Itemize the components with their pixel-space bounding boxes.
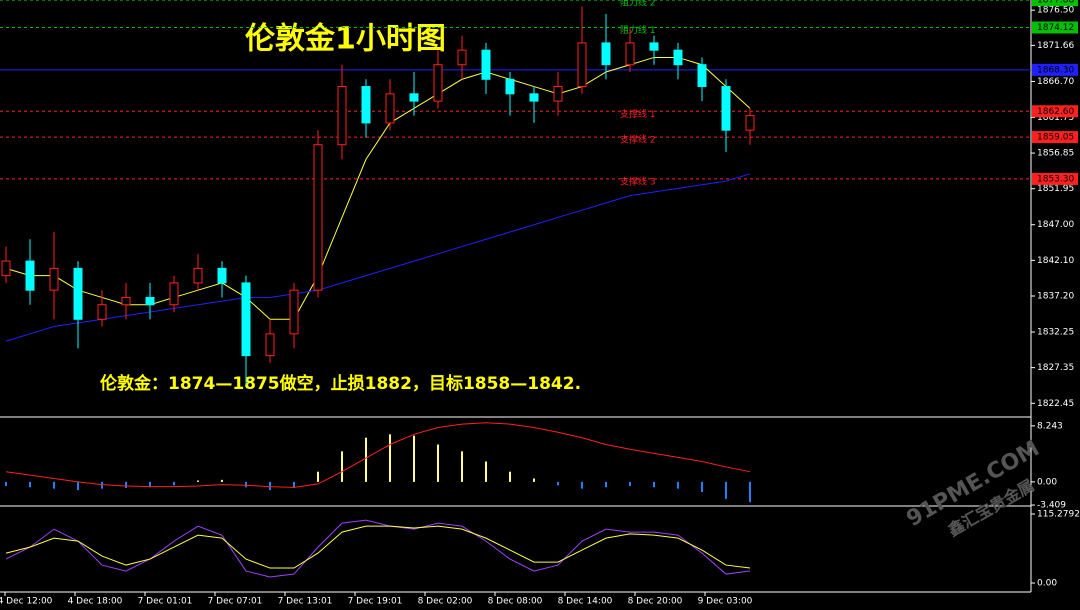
ma-line	[5, 173, 751, 342]
candle-body	[289, 289, 299, 335]
level-label-bg	[1032, 21, 1078, 34]
x-tick-label: 8 Dec 14:00	[558, 597, 613, 607]
y-tick-label: 1861.75	[1037, 113, 1074, 123]
candle-body	[337, 86, 347, 146]
y-tick-label: 1847.00	[1037, 220, 1074, 230]
y-tick-label: 1866.70	[1037, 77, 1074, 87]
y-tick-label: -3.409	[1037, 501, 1066, 511]
y-tick-label: 1827.35	[1037, 363, 1074, 373]
x-tick-label: 8 Dec 02:00	[418, 597, 473, 607]
candle-body	[265, 333, 275, 357]
level-label: 1868.30	[1037, 65, 1074, 75]
annotation: 伦敦金：1874—1875做空，止损1882，目标1858—1842.	[100, 373, 581, 394]
candle-body	[649, 42, 659, 51]
y-tick-label: 1822.45	[1037, 399, 1074, 409]
x-tick-label: 4 Dec 12:00	[0, 597, 53, 607]
candle-body	[1, 260, 11, 277]
candle-body	[625, 42, 635, 66]
candle-body	[553, 86, 563, 102]
y-tick-label: 1837.20	[1037, 292, 1074, 302]
level-label-bg	[1032, 131, 1078, 144]
y-tick-label: 1842.10	[1037, 256, 1074, 266]
candle-body	[433, 64, 443, 102]
level-label-bg	[1032, 0, 1078, 7]
x-tick-label: 7 Dec 01:01	[138, 597, 193, 607]
candle-body	[313, 144, 323, 291]
y-tick-label: 1876.50	[1037, 6, 1074, 16]
candle-body	[745, 115, 755, 131]
y-tick-label: 1871.66	[1037, 41, 1074, 51]
candle-body	[385, 93, 395, 124]
level-name: 阻力线 2	[620, 0, 656, 9]
y-tick-label: 8.243	[1037, 421, 1063, 431]
y-tick-label: 0.00	[1037, 579, 1057, 589]
level-name: 支撑线 2	[620, 134, 656, 146]
x-tick-label: 9 Dec 03:00	[698, 597, 753, 607]
candle-body	[169, 282, 179, 306]
candle-body	[73, 267, 83, 320]
y-tick-label: 1851.95	[1037, 184, 1074, 194]
candle-body	[97, 304, 107, 320]
level-label-bg	[1032, 105, 1078, 118]
level-name: 支撑线 1	[620, 108, 656, 120]
x-tick-label: 4 Dec 18:00	[68, 597, 123, 607]
y-tick-label: 1856.85	[1037, 149, 1074, 159]
level-name: 支撑线 3	[620, 175, 656, 187]
level-label: 1862.60	[1037, 107, 1074, 117]
level-label: 1877.88	[1037, 0, 1074, 6]
y-tick-label: 0.00	[1037, 477, 1057, 487]
candle-body	[361, 86, 371, 124]
macd-signal	[5, 422, 751, 488]
candle-body	[601, 42, 611, 66]
candle-body	[721, 86, 731, 131]
candle-body	[409, 93, 419, 102]
candle-body	[217, 267, 227, 284]
x-tick-label: 8 Dec 08:00	[488, 597, 543, 607]
candle-body	[49, 267, 59, 291]
candle-body	[145, 296, 155, 306]
chart-title: 伦敦金1小时图	[245, 22, 446, 57]
stoch-main	[5, 519, 751, 578]
candle-body	[25, 260, 35, 291]
candle-body	[505, 78, 515, 95]
stoch-signal	[5, 525, 751, 569]
candle-body	[529, 93, 539, 102]
level-label: 1859.05	[1037, 133, 1074, 143]
level-name: 阻力线 1	[620, 24, 656, 36]
candle-body	[697, 64, 707, 88]
candle-body	[481, 49, 491, 80]
candle-body	[193, 267, 203, 284]
level-label: 1874.12	[1037, 23, 1074, 33]
x-tick-label: 7 Dec 19:01	[348, 597, 403, 607]
x-tick-label: 7 Dec 07:01	[208, 597, 263, 607]
y-tick-label: 115.2792	[1037, 510, 1080, 520]
candle-body	[577, 42, 587, 88]
candle-body	[241, 282, 251, 357]
level-label-bg	[1032, 172, 1078, 185]
level-label: 1853.30	[1037, 174, 1074, 184]
y-tick-label: 1832.25	[1037, 328, 1074, 338]
candle-body	[121, 296, 131, 306]
x-tick-label: 7 Dec 13:01	[278, 597, 333, 607]
candle-body	[457, 49, 467, 66]
level-label-bg	[1032, 63, 1078, 76]
candle-body	[673, 49, 683, 66]
x-tick-label: 8 Dec 20:00	[628, 597, 683, 607]
